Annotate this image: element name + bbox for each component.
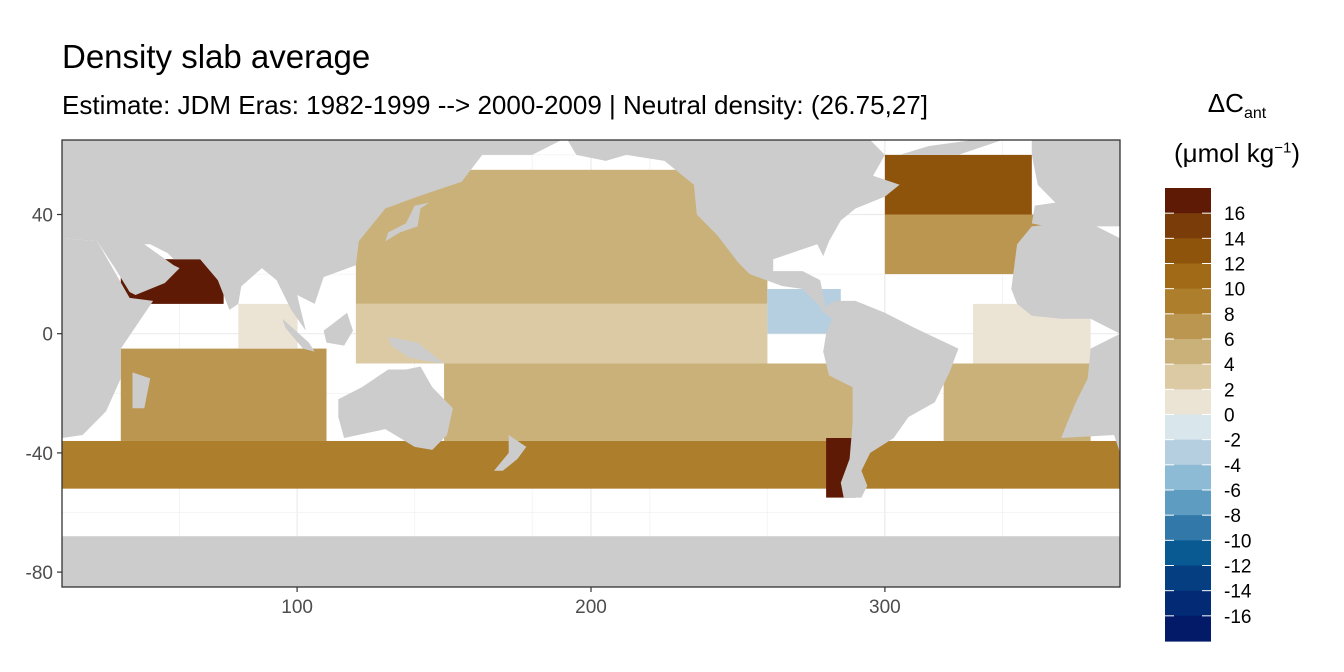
colorbar-label: 0 bbox=[1224, 406, 1235, 427]
antarctica-land bbox=[62, 536, 1120, 587]
colorbar-swatch bbox=[1165, 188, 1211, 214]
y-tick-label: 0 bbox=[42, 325, 53, 346]
colorbar-swatch bbox=[1165, 213, 1211, 239]
colorbar-swatch bbox=[1165, 339, 1211, 365]
colorbar-label: 16 bbox=[1224, 204, 1245, 225]
colorbar-swatch bbox=[1165, 490, 1211, 516]
legend-unit: (μmol kg−1) bbox=[1174, 138, 1300, 168]
colorbar-label: 12 bbox=[1224, 255, 1245, 276]
colorbar-swatch bbox=[1165, 389, 1211, 416]
colorbar-swatch bbox=[1165, 364, 1211, 390]
europe-east-land bbox=[1031, 140, 1120, 227]
madagascar-land bbox=[132, 372, 151, 409]
legend-title: ΔCant bbox=[1207, 88, 1267, 123]
sumatra-land bbox=[282, 318, 315, 352]
japan-land bbox=[385, 202, 430, 242]
y-tick-label: -40 bbox=[26, 444, 53, 465]
colorbar-swatch bbox=[1165, 439, 1211, 466]
data-region bbox=[120, 348, 327, 441]
australia-land bbox=[338, 366, 453, 450]
data-region bbox=[884, 154, 1032, 215]
colorbar-label: 6 bbox=[1224, 330, 1235, 351]
x-tick-label: 100 bbox=[281, 597, 313, 618]
colorbar-swatch bbox=[1165, 414, 1211, 441]
colorbar-label: -2 bbox=[1224, 431, 1241, 452]
colorbar-label: -16 bbox=[1224, 607, 1251, 628]
africa-east-land bbox=[1011, 223, 1120, 453]
colorbar-label: -6 bbox=[1224, 481, 1241, 502]
colorbar-swatch bbox=[1165, 565, 1211, 592]
colorbar-label: 10 bbox=[1224, 280, 1245, 301]
colorbar-label: -4 bbox=[1224, 456, 1241, 477]
data-region bbox=[444, 363, 856, 441]
x-tick-label: 300 bbox=[869, 597, 901, 618]
data-region bbox=[62, 440, 1120, 489]
colorbar: 16 14 12 10 8 6 4 2 0 -2 -4 -6 -8 -10 -12 -14 -16 bbox=[1165, 188, 1252, 642]
north-america-land bbox=[567, 140, 900, 310]
colorbar-swatch bbox=[1165, 464, 1211, 491]
colorbar-swatch bbox=[1165, 238, 1211, 265]
india-land bbox=[203, 244, 268, 310]
eurasia-land bbox=[62, 140, 562, 331]
land-masses bbox=[62, 140, 1120, 587]
chart-subtitle: Estimate: JDM Eras: 1982-1999 --> 2000-2… bbox=[62, 90, 928, 120]
colorbar-label: 4 bbox=[1224, 355, 1235, 376]
colorbar-label: -14 bbox=[1224, 582, 1252, 603]
colorbar-swatch bbox=[1165, 540, 1211, 567]
x-tick-label: 200 bbox=[575, 597, 607, 618]
colorbar-label: 8 bbox=[1224, 305, 1235, 326]
south-america-land bbox=[820, 300, 959, 498]
y-tick-label: 40 bbox=[32, 206, 53, 227]
y-tick-label: -80 bbox=[26, 563, 53, 584]
colorbar-swatch bbox=[1165, 288, 1211, 315]
borneo-land bbox=[323, 312, 353, 346]
colorbar-label: 2 bbox=[1224, 380, 1235, 401]
colorbar-swatch bbox=[1165, 615, 1211, 642]
chart-title: Density slab average bbox=[62, 38, 371, 75]
colorbar-label: -10 bbox=[1224, 531, 1251, 552]
colorbar-swatch bbox=[1165, 263, 1211, 290]
africa-land bbox=[62, 238, 154, 438]
new-zealand-land bbox=[494, 435, 527, 471]
greenland-land bbox=[899, 140, 1003, 155]
colorbar-label: -12 bbox=[1224, 557, 1251, 578]
data-cells bbox=[62, 154, 1120, 498]
colorbar-swatch bbox=[1165, 313, 1211, 340]
colorbar-label: 14 bbox=[1224, 229, 1246, 250]
colorbar-swatch bbox=[1165, 515, 1211, 541]
colorbar-label: -8 bbox=[1224, 506, 1241, 527]
new-guinea-land bbox=[388, 336, 445, 364]
colorbar-swatch bbox=[1165, 590, 1211, 617]
